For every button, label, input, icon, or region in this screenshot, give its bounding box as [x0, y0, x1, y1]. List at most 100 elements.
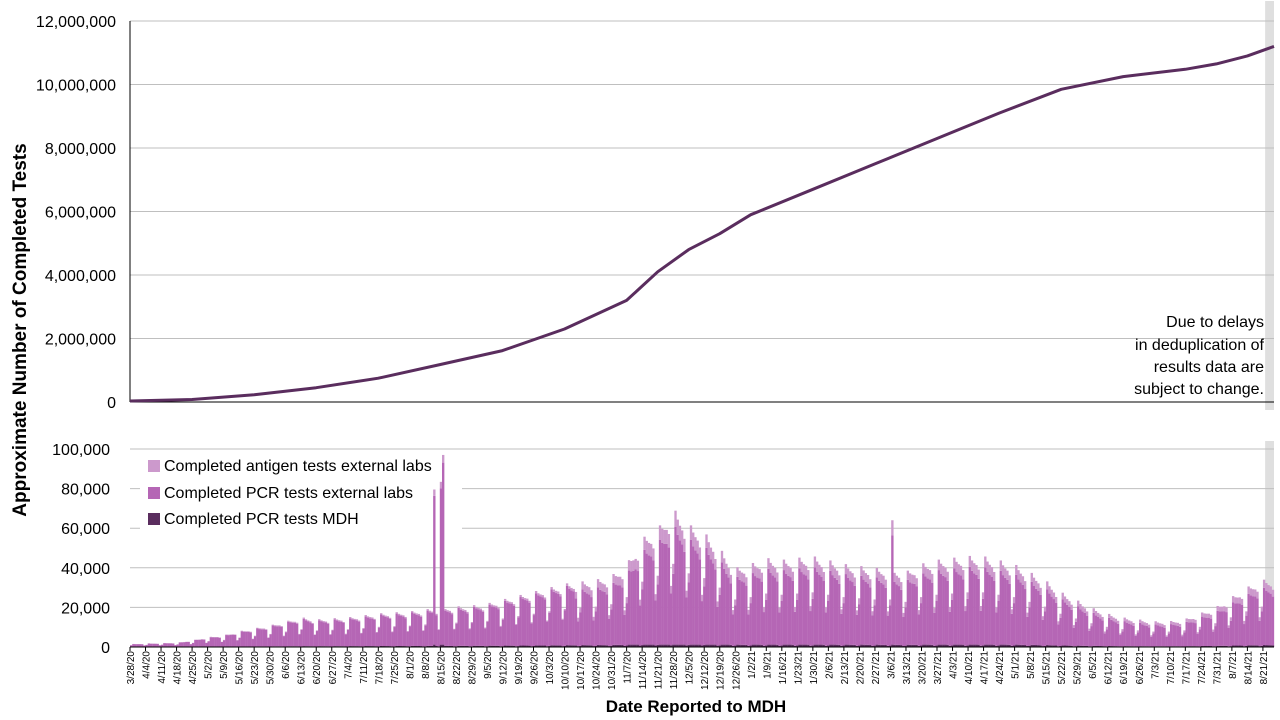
bar-antigen-external [669, 585, 673, 594]
bar-pcr-external [1238, 603, 1241, 646]
bar-pcr-external [486, 621, 489, 647]
bar-pcr-external [1200, 616, 1204, 646]
bar-pcr-external [442, 462, 445, 645]
bar-pcr-external [554, 593, 558, 646]
bar-pcr-mdh [933, 645, 936, 647]
bar-pcr-mdh [900, 645, 903, 647]
annotation-line-2: in deduplication of [1135, 337, 1265, 354]
bar-antigen-external [968, 555, 971, 567]
bar-pcr-external [886, 615, 890, 646]
bar-pcr-external [318, 620, 321, 647]
bar-pcr-external [537, 595, 540, 646]
bar-pcr-mdh [815, 644, 819, 647]
bar-pcr-external [891, 535, 894, 645]
bar-pcr-external [855, 614, 859, 646]
bar-antigen-external [287, 620, 290, 622]
x-tick-label: 6/5/21 [1088, 651, 1099, 679]
bar-pcr-external [711, 563, 715, 645]
bar-pcr-external [796, 599, 799, 646]
bar-antigen-external [742, 573, 746, 583]
bar-antigen-external [685, 590, 688, 598]
bar-antigen-external [749, 597, 752, 604]
bar-antigen-external [1143, 622, 1146, 626]
bar-pcr-mdh [1254, 645, 1257, 647]
bar-antigen-external [835, 570, 839, 580]
bar-pcr-external [840, 613, 843, 646]
bar-antigen-external [492, 605, 496, 608]
x-axis-title: Date Reported to MDH [606, 697, 786, 716]
bar-antigen-external [329, 634, 332, 635]
bar-antigen-external [442, 454, 445, 463]
bar-pcr-external [377, 627, 381, 647]
bar-antigen-external [506, 600, 509, 603]
bar-antigen-external [815, 561, 819, 572]
bar-pcr-external [723, 568, 726, 645]
bar-antigen-external [576, 617, 580, 622]
bar-antigen-external [280, 626, 283, 627]
bar-antigen-external [459, 608, 463, 610]
bar-pcr-external [977, 578, 980, 645]
bar-pcr-mdh [897, 644, 901, 647]
bar-pcr-external [1088, 630, 1091, 647]
bar-antigen-external [444, 609, 447, 611]
bar-antigen-external [1068, 601, 1071, 607]
bar-pcr-mdh [1231, 645, 1235, 647]
bar-antigen-external [700, 594, 704, 602]
bar-pcr-mdh [411, 645, 414, 647]
bar-pcr-external [393, 627, 396, 647]
bar-antigen-external [402, 615, 405, 617]
bar-pcr-external [601, 591, 604, 646]
bar-pcr-external [293, 622, 297, 647]
bar-pcr-mdh [886, 645, 890, 647]
bar-pcr-external [754, 576, 757, 645]
bar-pcr-external [1021, 584, 1025, 645]
bar-pcr-mdh [970, 644, 974, 647]
bar-pcr-external [835, 579, 839, 645]
bar-pcr-external [315, 631, 319, 647]
bar-pcr-external [610, 609, 613, 646]
bar-pcr-mdh [984, 644, 987, 647]
bar-pcr-external [1085, 615, 1089, 646]
x-tick-label: 1/23/21 [793, 651, 804, 685]
bar-pcr-mdh [1028, 645, 1031, 647]
bar-antigen-external [300, 629, 303, 630]
bar-pcr-external [652, 560, 655, 645]
bar-antigen-external [490, 604, 494, 607]
bar-pcr-external [273, 626, 277, 647]
bar-pcr-mdh [811, 645, 814, 647]
bar-pcr-external [1220, 611, 1224, 646]
bar-pcr-mdh [884, 644, 887, 647]
annotation: Due to delays in deduplication of result… [1134, 314, 1264, 398]
bar-antigen-external [846, 568, 850, 578]
bar-pcr-mdh [877, 644, 881, 647]
bar-pcr-external [234, 635, 237, 647]
bar-pcr-external [742, 582, 746, 645]
bar-pcr-external [1012, 603, 1016, 646]
bar-pcr-external [935, 601, 938, 646]
bar-pcr-external [926, 578, 929, 645]
bar-pcr-external [444, 610, 447, 646]
bar-pcr-external [211, 637, 215, 647]
bar-antigen-external [353, 618, 356, 621]
bar-pcr-external [289, 622, 292, 647]
bar-antigen-external [572, 588, 575, 592]
bar-antigen-external [1028, 601, 1031, 608]
bar-antigen-external [778, 607, 781, 613]
x-tick-label: 6/20/20 [312, 651, 323, 685]
bar-antigen-external [707, 542, 710, 555]
bar-pcr-external [780, 601, 783, 646]
bar-pcr-external [258, 629, 261, 647]
bar-pcr-external [521, 599, 525, 646]
x-tick-label: 6/27/20 [328, 651, 339, 685]
bar-antigen-external [678, 525, 682, 541]
bar-antigen-external [1116, 620, 1120, 624]
bar-antigen-external [1108, 613, 1111, 618]
y-tick-label-top: 8,000,000 [45, 141, 116, 158]
shaded-recent-period-top [1265, 1, 1274, 410]
bar-antigen-external [911, 574, 914, 584]
bar-pcr-mdh [846, 644, 850, 647]
x-tick-label: 12/5/20 [685, 651, 696, 685]
bar-pcr-mdh [1070, 645, 1073, 647]
bar-antigen-external [1125, 619, 1129, 623]
bar-pcr-external [1070, 609, 1073, 646]
